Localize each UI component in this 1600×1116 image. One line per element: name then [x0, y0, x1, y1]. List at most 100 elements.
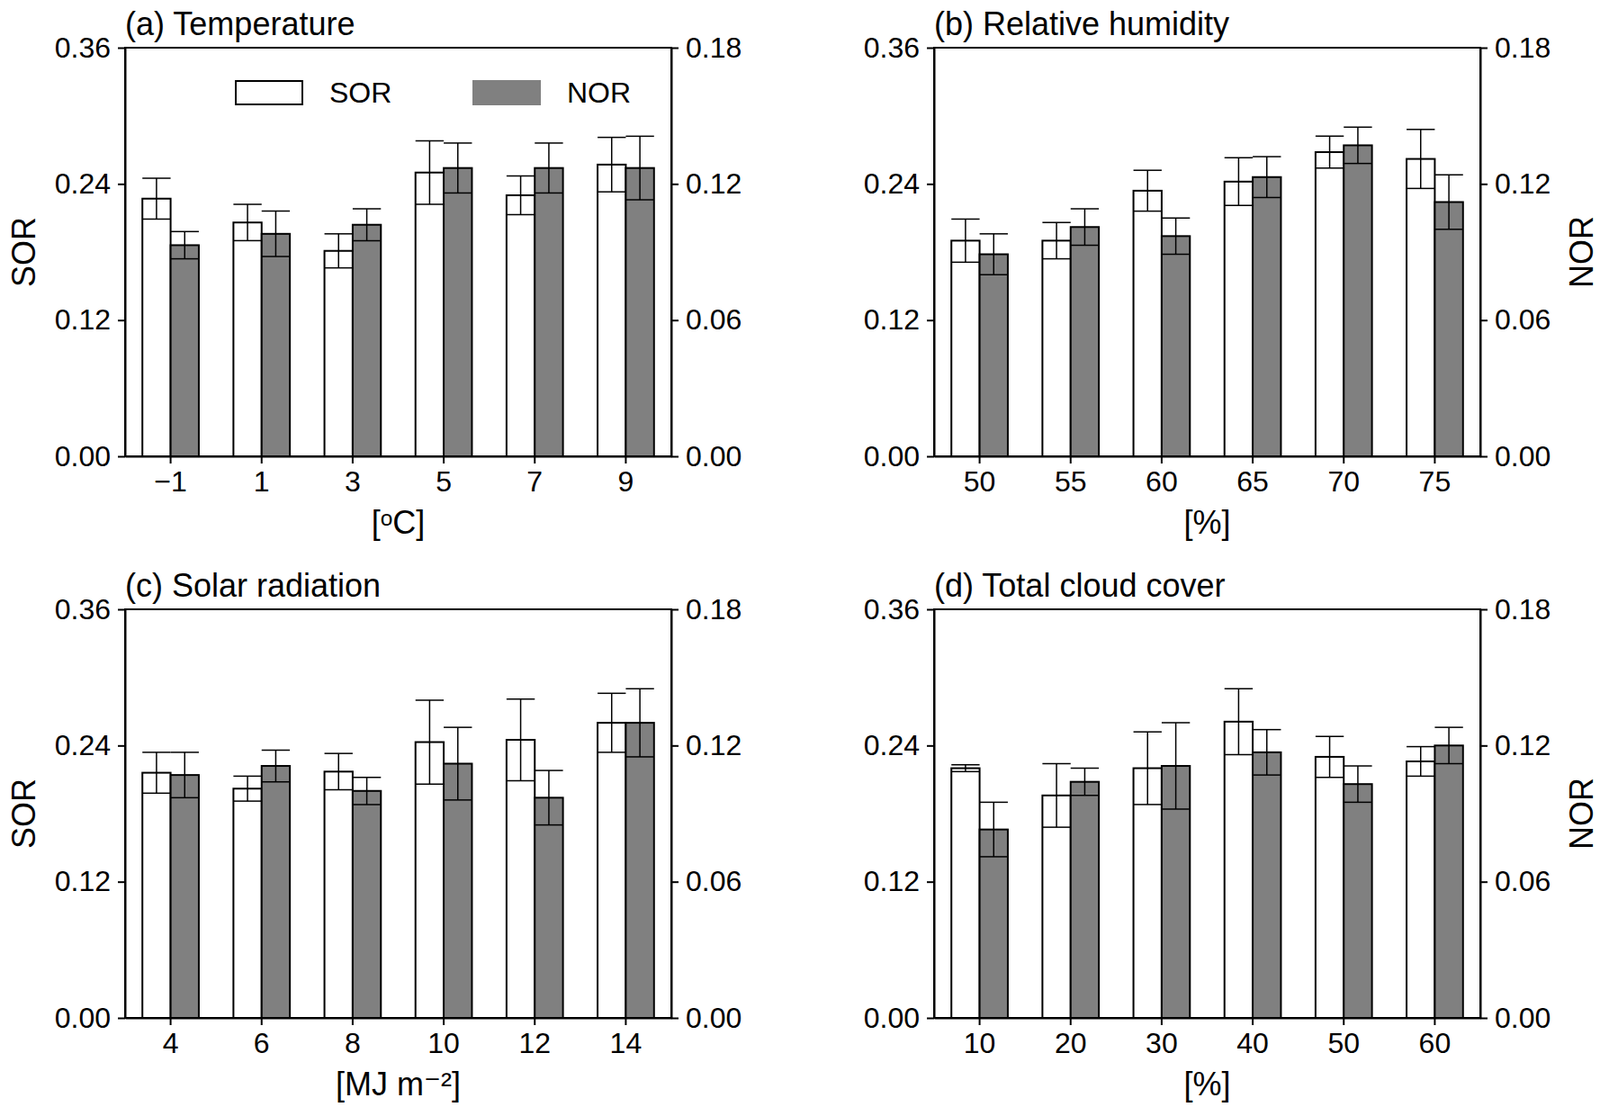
- error-line: [457, 143, 459, 193]
- error-cap: [415, 699, 444, 702]
- bar: [324, 251, 353, 457]
- error-bar: [261, 749, 290, 782]
- tick-mark: [1480, 183, 1488, 186]
- error-bar: [443, 727, 472, 800]
- plot-frame: [934, 609, 1481, 1018]
- tick-mark: [117, 880, 126, 883]
- error-cap: [1161, 216, 1190, 219]
- tick: 0.36: [54, 593, 126, 626]
- error-cap: [261, 781, 290, 783]
- tick: 0.12: [671, 167, 742, 200]
- error-cap: [597, 136, 626, 139]
- error-bar: [170, 231, 199, 259]
- error-bar: [1406, 129, 1435, 189]
- tick-label: 0.06: [1494, 303, 1551, 336]
- tick: 0.18: [1480, 593, 1551, 626]
- error-line: [1238, 688, 1241, 755]
- tick-label: 0.00: [863, 440, 920, 473]
- error-cap: [233, 775, 261, 778]
- bar: [1343, 783, 1372, 1018]
- error-bar: [1343, 765, 1372, 802]
- tick-mark: [926, 609, 935, 612]
- error-bar: [534, 770, 563, 826]
- tick-mark: [117, 319, 126, 322]
- tick-mark: [1480, 609, 1488, 612]
- tick: 0.18: [1480, 31, 1551, 64]
- error-cap: [324, 233, 353, 235]
- error-line: [184, 752, 187, 798]
- tick: 0.24: [863, 728, 935, 762]
- plot-area: [142, 688, 655, 1018]
- tick-mark: [1342, 1017, 1345, 1025]
- error-bar: [352, 777, 381, 805]
- bar: [352, 224, 381, 457]
- tick-mark: [926, 47, 935, 50]
- error-cap: [979, 801, 1008, 804]
- tick: 0.36: [54, 31, 126, 64]
- error-cap: [261, 255, 290, 258]
- tick: 0.00: [1480, 1001, 1551, 1034]
- bar: [951, 240, 980, 457]
- error-bar: [1252, 729, 1281, 775]
- axis-line: [934, 456, 1482, 459]
- error-line: [246, 204, 249, 241]
- panel: −1135790.000.120.240.360.000.060.120.18(…: [5, 5, 742, 541]
- tick-mark: [926, 1017, 935, 1020]
- error-line: [1146, 731, 1149, 805]
- error-cap: [1070, 794, 1099, 797]
- bar: [1224, 721, 1253, 1018]
- tick-mark: [1480, 880, 1488, 883]
- error-cap: [1224, 157, 1253, 160]
- error-cap: [1315, 135, 1344, 138]
- plot-frame: [125, 47, 672, 457]
- error-cap: [142, 751, 171, 754]
- bar: [1252, 177, 1281, 457]
- error-cap: [170, 797, 199, 800]
- tick-label: 0.24: [863, 728, 920, 762]
- axis-line: [671, 610, 674, 1019]
- bar: [1406, 761, 1435, 1018]
- tick-mark: [1480, 1017, 1488, 1020]
- error-cap: [1406, 128, 1435, 131]
- error-cap: [352, 776, 381, 779]
- error-line: [1357, 765, 1359, 802]
- y-label: SOR: [5, 216, 43, 288]
- tick-mark: [442, 1017, 445, 1025]
- error-cap: [506, 214, 535, 216]
- tick: 55: [1054, 456, 1088, 498]
- error-line: [366, 208, 369, 241]
- error-bar: [261, 211, 290, 257]
- tick-label: 0.12: [1494, 167, 1551, 200]
- error-cap: [1133, 803, 1162, 806]
- tick-mark: [979, 1017, 981, 1025]
- error-bar: [1315, 736, 1344, 777]
- bar: [142, 773, 171, 1018]
- error-bar: [443, 143, 472, 193]
- tick: 0.00: [54, 1001, 126, 1034]
- axis-line: [125, 610, 127, 1019]
- bar: [597, 164, 626, 457]
- error-cap: [170, 751, 199, 754]
- tick-label: 0.00: [54, 440, 111, 473]
- tick-mark: [671, 183, 679, 186]
- tick: −1: [153, 456, 187, 498]
- tick: 60: [1419, 1017, 1452, 1060]
- error-line: [1175, 217, 1178, 254]
- error-bar: [951, 764, 980, 773]
- bar: [1434, 202, 1463, 457]
- tick-label: 0.00: [863, 1001, 920, 1034]
- bar: [534, 168, 563, 457]
- tick-label: 0.06: [685, 303, 742, 336]
- error-cap: [1343, 162, 1372, 165]
- bar: [1406, 159, 1435, 457]
- error-bar: [1161, 722, 1190, 809]
- tick-label: 0.00: [1494, 1001, 1551, 1034]
- plot-area: [951, 688, 1464, 1018]
- tick: 8: [344, 1017, 361, 1060]
- axis-line: [934, 48, 936, 458]
- error-cap: [1315, 735, 1344, 738]
- error-cap: [625, 198, 654, 201]
- tick-label: 12: [518, 1026, 551, 1060]
- tick-mark: [1342, 456, 1345, 464]
- error-cap: [1224, 205, 1253, 207]
